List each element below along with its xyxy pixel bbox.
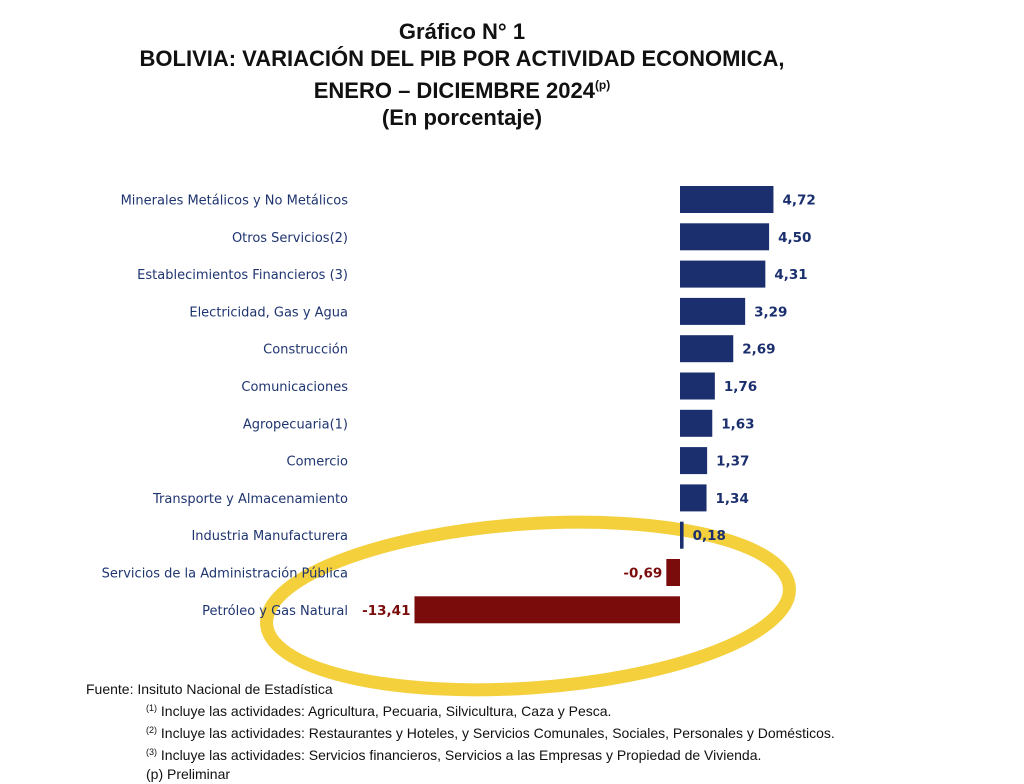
value-label-8: 1,34 <box>716 491 749 507</box>
bar-3 <box>680 297 746 325</box>
value-label-3: 3,29 <box>754 304 787 320</box>
preliminary-note: (p) Preliminar <box>146 766 231 782</box>
footnote-1-text: Incluye las actividades: Agricultura, Pe… <box>157 703 612 719</box>
chart-title: Gráfico N° 1 BOLIVIA: VARIACIÓN DEL PIB … <box>0 18 924 131</box>
bar-2 <box>680 260 766 288</box>
bar-1 <box>680 223 770 251</box>
bar-5 <box>680 372 715 400</box>
title-line-3-text: ENERO – DICIEMBRE 2024 <box>313 78 595 103</box>
value-label-2: 4,31 <box>774 267 807 283</box>
bar-11 <box>414 596 680 624</box>
category-label-3: Electricidad, Gas y Agua <box>189 305 348 320</box>
footnote-3: (3) Incluye las actividades: Servicios f… <box>86 743 835 765</box>
bar-8 <box>680 484 707 512</box>
category-label-5: Comunicaciones <box>241 380 348 395</box>
category-label-7: Comercio <box>287 455 349 470</box>
bar-0 <box>680 186 774 213</box>
category-label-4: Construcción <box>263 343 348 358</box>
footnote-2-mark: (2) <box>146 725 157 735</box>
value-label-0: 4,72 <box>782 193 815 209</box>
category-label-8: Transporte y Almacenamiento <box>152 492 348 507</box>
category-label-0: Minerales Metálicos y No Metálicos <box>121 194 349 209</box>
footnote-1-mark: (1) <box>146 703 157 713</box>
chart-footer: Fuente: Insituto Nacional de Estadística… <box>86 680 835 784</box>
category-label-11: Petróleo y Gas Natural <box>202 604 348 619</box>
value-label-11: -13,41 <box>362 603 410 619</box>
footnote-1: (1) Incluye las actividades: Agricultura… <box>86 699 835 721</box>
value-label-9: 0,18 <box>693 528 726 544</box>
footnote-3-text: Incluye las actividades: Servicios finan… <box>157 747 762 763</box>
category-label-1: Otros Servicios(2) <box>232 231 348 246</box>
footnote-2: (2) Incluye las actividades: Restaurante… <box>86 721 835 743</box>
bar-9 <box>680 521 684 549</box>
title-line-4: (En porcentaje) <box>381 105 543 130</box>
value-label-4: 2,69 <box>742 342 775 358</box>
footnote-2-text: Incluye las actividades: Restaurantes y … <box>157 725 835 741</box>
value-label-6: 1,63 <box>721 416 754 432</box>
value-label-5: 1,76 <box>724 379 757 395</box>
title-line-2: BOLIVIA: VARIACIÓN DEL PIB POR ACTIVIDAD… <box>139 46 785 71</box>
category-label-6: Agropecuaria(1) <box>243 417 348 432</box>
source-note: Fuente: Insituto Nacional de Estadística <box>86 681 333 697</box>
category-label-9: Industria Manufacturera <box>191 529 348 544</box>
title-line-3: ENERO – DICIEMBRE 2024(p) <box>0 72 924 104</box>
value-label-10: -0,69 <box>623 566 662 582</box>
bar-4 <box>680 335 734 363</box>
category-label-2: Establecimientos Financieros (3) <box>137 268 348 283</box>
bar-6 <box>680 409 713 437</box>
title-preliminary-mark: (p) <box>594 78 611 92</box>
bar-7 <box>680 447 708 475</box>
title-line-1: Gráfico N° 1 <box>398 19 526 44</box>
highlight-ring <box>260 515 796 697</box>
value-label-7: 1,37 <box>716 454 749 470</box>
value-label-1: 4,50 <box>778 230 811 246</box>
bar-10 <box>666 559 680 586</box>
category-label-10: Servicios de la Administración Pública <box>102 567 348 582</box>
footnote-3-mark: (3) <box>146 747 157 757</box>
